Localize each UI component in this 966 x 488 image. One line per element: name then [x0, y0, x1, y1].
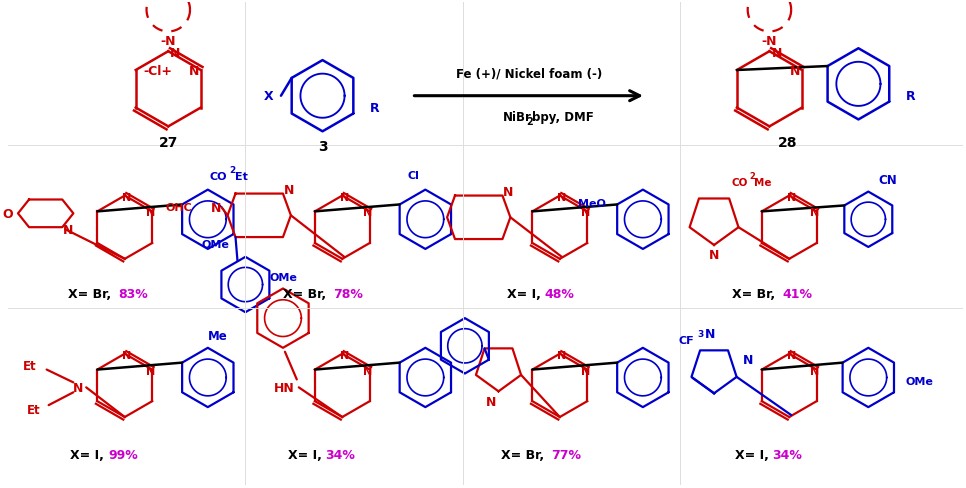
Text: N: N	[284, 184, 294, 197]
Text: X= Br,: X= Br,	[732, 287, 775, 300]
Text: 28: 28	[778, 136, 797, 150]
Text: X= I,: X= I,	[288, 448, 322, 461]
Text: Et: Et	[27, 403, 41, 416]
Text: 99%: 99%	[108, 448, 138, 461]
Text: 48%: 48%	[545, 287, 575, 300]
Text: N: N	[743, 353, 753, 366]
Text: Cl: Cl	[408, 170, 419, 181]
Text: N: N	[786, 350, 796, 360]
Text: OMe: OMe	[906, 377, 934, 386]
Text: CO: CO	[732, 177, 749, 187]
Text: N: N	[705, 328, 715, 341]
Text: 83%: 83%	[118, 287, 148, 300]
Text: N: N	[789, 65, 800, 78]
Text: OMe: OMe	[269, 272, 297, 282]
Text: 3: 3	[697, 330, 703, 339]
Text: N: N	[581, 366, 590, 376]
Text: N: N	[709, 249, 720, 262]
Text: CN: CN	[879, 174, 897, 187]
Text: CO: CO	[210, 171, 227, 182]
Text: N: N	[73, 381, 83, 394]
Text: X= Br,: X= Br,	[500, 448, 544, 461]
Text: Et: Et	[23, 359, 37, 372]
Text: X= I,: X= I,	[71, 448, 104, 461]
Text: N: N	[363, 208, 372, 218]
Text: -N: -N	[160, 35, 176, 48]
Text: N: N	[122, 350, 131, 360]
Text: N: N	[188, 65, 199, 78]
Text: X: X	[264, 90, 273, 103]
Text: N: N	[146, 366, 155, 376]
Text: Fe (+)/ Nickel foam (-): Fe (+)/ Nickel foam (-)	[456, 67, 602, 81]
Text: N: N	[363, 366, 372, 376]
Text: N: N	[170, 46, 181, 60]
Text: 3: 3	[318, 140, 327, 154]
Text: Me: Me	[208, 330, 228, 343]
Text: 77%: 77%	[551, 448, 581, 461]
Text: N: N	[340, 350, 349, 360]
Text: 78%: 78%	[333, 287, 363, 300]
Text: N: N	[340, 192, 349, 202]
Text: R: R	[906, 90, 916, 103]
Text: X= Br,: X= Br,	[68, 287, 111, 300]
Text: X= I,: X= I,	[735, 448, 769, 461]
Text: 34%: 34%	[326, 448, 355, 461]
Text: 34%: 34%	[772, 448, 802, 461]
Text: -N: -N	[761, 35, 778, 48]
Text: 2: 2	[750, 172, 755, 181]
Text: OHC: OHC	[165, 203, 192, 213]
Text: HN: HN	[274, 381, 295, 394]
Text: NiBr: NiBr	[502, 111, 531, 123]
Text: Me: Me	[753, 177, 771, 187]
Text: CF: CF	[678, 335, 695, 345]
Text: MeO: MeO	[578, 199, 606, 209]
Text: N: N	[63, 223, 73, 236]
Text: X= Br,: X= Br,	[283, 287, 327, 300]
Text: bpy, DMF: bpy, DMF	[532, 111, 594, 123]
Text: N: N	[786, 192, 796, 202]
Text: N: N	[557, 192, 566, 202]
Text: N: N	[146, 208, 155, 218]
Text: N: N	[486, 395, 497, 408]
Text: O: O	[3, 207, 14, 221]
Text: N: N	[810, 366, 819, 376]
Text: X= I,: X= I,	[507, 287, 541, 300]
Text: OMe: OMe	[202, 240, 230, 249]
Text: N: N	[772, 46, 781, 60]
Text: 2: 2	[230, 166, 236, 175]
Text: R: R	[370, 102, 380, 115]
Text: 2: 2	[526, 117, 533, 127]
Text: 41%: 41%	[782, 287, 812, 300]
Text: N: N	[122, 192, 131, 202]
Text: N: N	[581, 208, 590, 218]
Text: N: N	[810, 208, 819, 218]
Text: N: N	[557, 350, 566, 360]
Text: 27: 27	[158, 136, 178, 150]
Text: -Cl+: -Cl+	[143, 65, 172, 78]
Text: N: N	[212, 202, 221, 214]
Text: N: N	[503, 186, 514, 199]
Text: Et: Et	[235, 171, 247, 182]
